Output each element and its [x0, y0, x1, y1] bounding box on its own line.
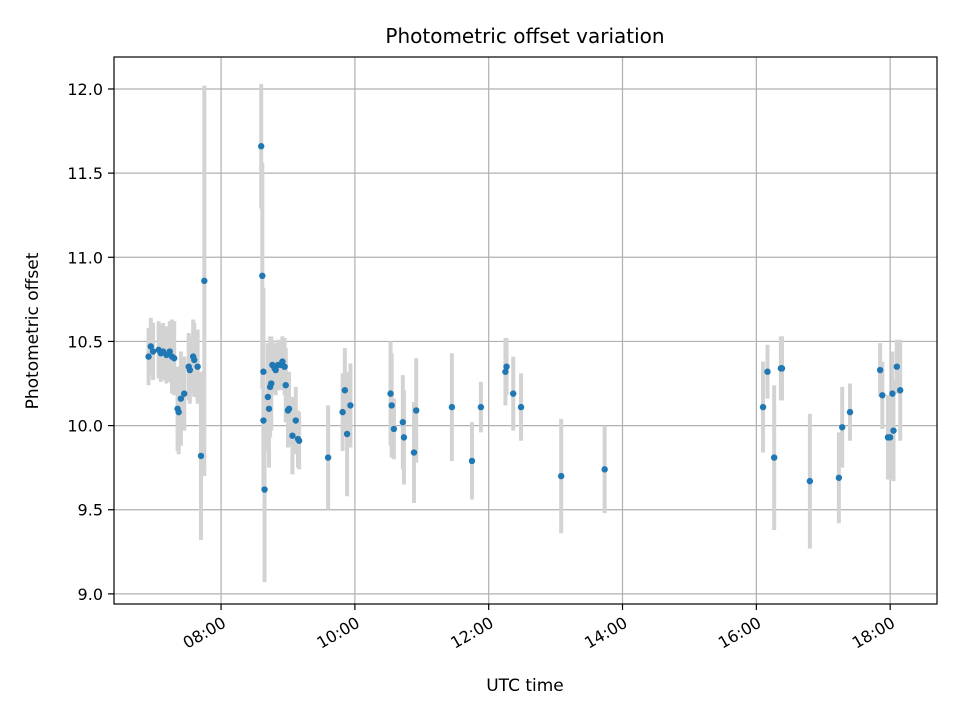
- data-point: [846, 408, 854, 416]
- data-point: [260, 368, 267, 375]
- data-point: [281, 363, 288, 370]
- data-point: [502, 368, 509, 375]
- data-point: [145, 353, 152, 360]
- data-point: [770, 454, 778, 461]
- data-point: [889, 390, 896, 397]
- data-point: [400, 434, 408, 441]
- data-point: [601, 466, 608, 473]
- data-point: [201, 277, 208, 285]
- data-point: [517, 403, 525, 411]
- data-point: [171, 355, 178, 362]
- data-point: [295, 437, 303, 444]
- data-point: [399, 419, 407, 426]
- data-point: [265, 405, 273, 412]
- data-point: [390, 425, 398, 433]
- data-point: [186, 366, 194, 374]
- data-point: [177, 395, 185, 402]
- data-point: [557, 472, 565, 480]
- data-point: [259, 272, 266, 279]
- data-point: [261, 486, 268, 493]
- data-point: [764, 368, 771, 375]
- data-point: [896, 387, 904, 394]
- y-tick-label: 9.0: [78, 585, 103, 604]
- y-tick-label: 12.0: [67, 80, 103, 99]
- data-point: [175, 408, 182, 416]
- data-point: [324, 454, 332, 461]
- data-point: [292, 417, 299, 424]
- data-point: [448, 403, 456, 411]
- y-tick-label: 10.5: [67, 332, 103, 351]
- data-point: [194, 363, 201, 370]
- data-point: [181, 390, 188, 397]
- data-point: [503, 363, 510, 370]
- data-point: [778, 365, 786, 372]
- grid: [114, 57, 937, 604]
- data-point: [347, 402, 354, 409]
- data-point: [191, 356, 198, 364]
- data-point: [759, 403, 767, 411]
- data-points: [145, 143, 904, 493]
- y-axis-label: Photometric offset: [23, 252, 43, 409]
- data-point: [343, 430, 351, 438]
- data-point: [260, 417, 267, 424]
- data-point: [282, 382, 289, 389]
- plot-frame: [113, 56, 938, 605]
- data-point: [339, 408, 346, 416]
- data-point: [835, 474, 843, 481]
- y-axis: 9.0 9.5 10.0 10.5 11.0 11.5 12.0: [67, 80, 114, 604]
- data-point: [285, 405, 293, 412]
- data-point: [893, 363, 901, 370]
- y-tick-label: 10.0: [67, 417, 103, 436]
- data-point: [258, 143, 265, 150]
- data-point: [886, 434, 894, 441]
- data-point: [510, 390, 517, 397]
- data-point: [388, 402, 395, 409]
- x-axis-label: UTC time: [486, 676, 564, 696]
- data-point: [806, 477, 814, 485]
- data-point: [166, 348, 173, 355]
- data-point: [413, 407, 420, 414]
- data-point: [279, 358, 286, 365]
- data-point: [410, 449, 418, 456]
- data-point: [197, 452, 205, 460]
- data-point: [149, 348, 157, 355]
- data-point: [890, 427, 897, 434]
- data-point: [879, 392, 886, 399]
- data-point: [147, 343, 155, 350]
- y-tick-label: 11.5: [67, 164, 103, 183]
- data-point: [839, 424, 846, 431]
- y-tick-label: 11.0: [67, 248, 103, 267]
- data-point: [289, 432, 296, 439]
- data-point: [264, 393, 272, 401]
- chart-title: Photometric offset variation: [385, 24, 664, 48]
- data-point: [387, 390, 394, 397]
- data-point: [272, 366, 279, 374]
- data-point: [268, 380, 275, 387]
- data-point: [341, 387, 349, 394]
- data-point: [876, 366, 884, 374]
- y-tick-label: 9.5: [78, 501, 103, 520]
- data-point: [468, 457, 476, 465]
- data-point: [477, 403, 485, 411]
